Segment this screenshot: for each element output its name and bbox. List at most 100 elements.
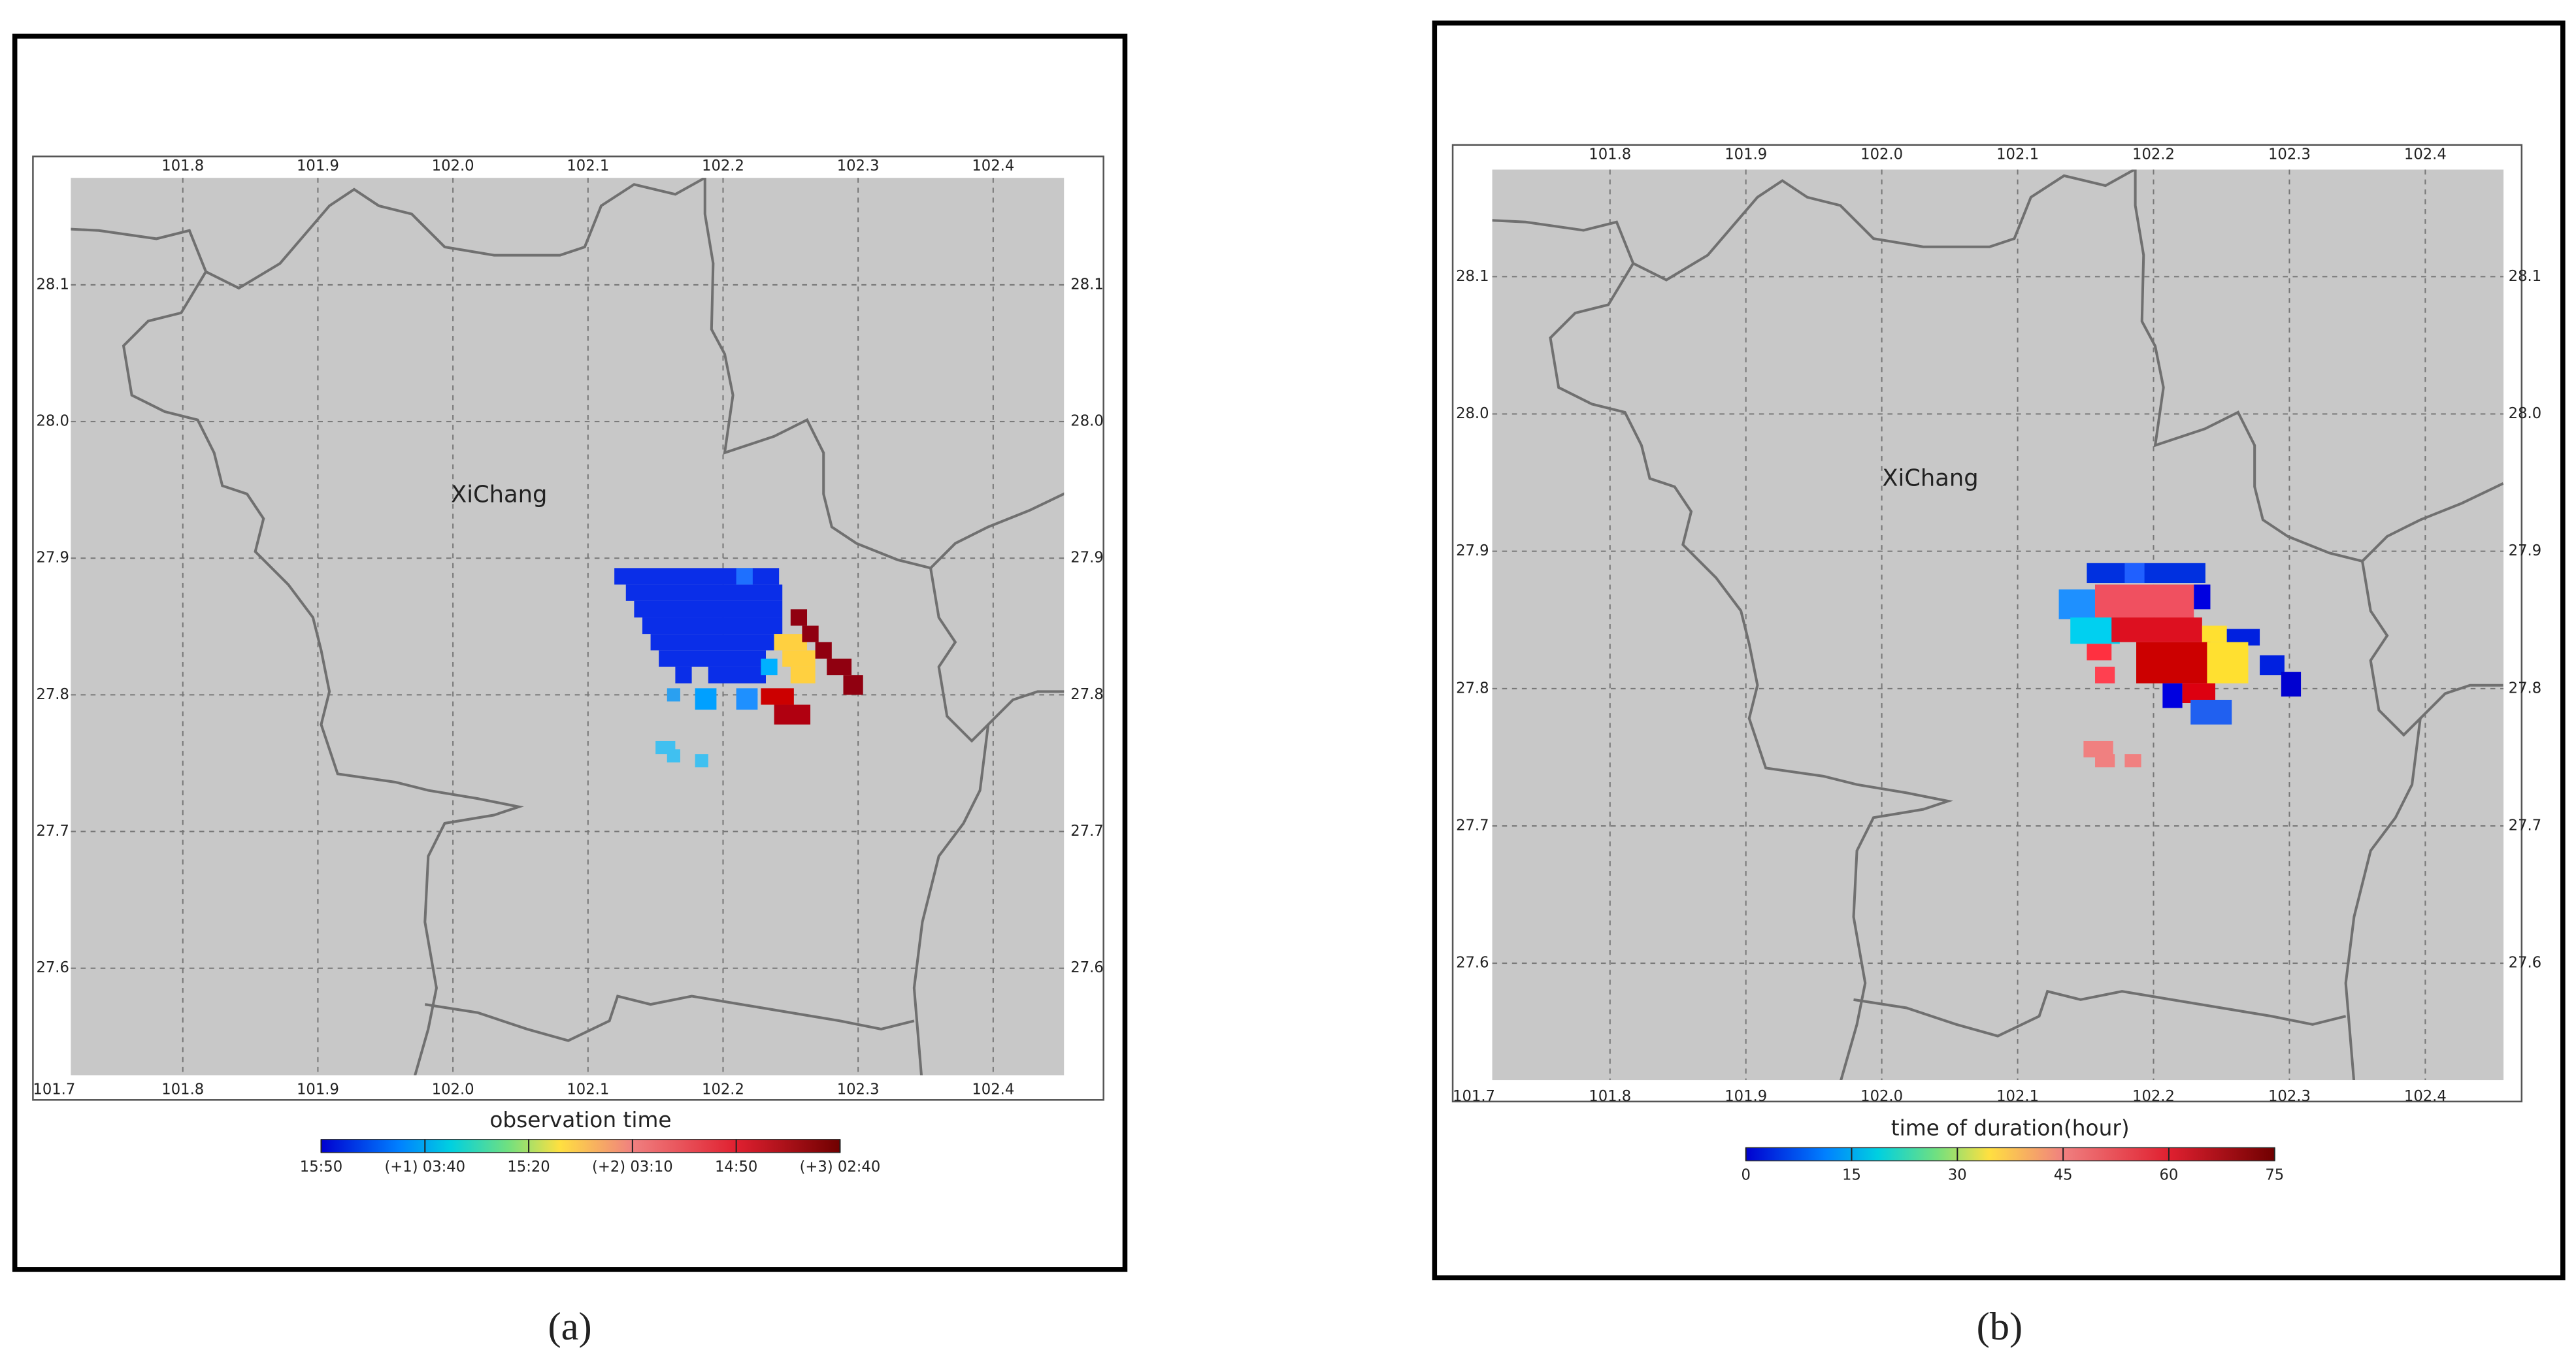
lon-label: 102.3 <box>837 157 880 174</box>
lon-label: 101.9 <box>1725 1088 1767 1105</box>
lon-label: 101.8 <box>1589 146 1631 163</box>
lat-label: 27.7 <box>2509 817 2541 834</box>
lon-label: 102.0 <box>432 157 474 174</box>
map-area <box>1492 169 2504 1081</box>
colorbar-label: 0 <box>1741 1167 1750 1184</box>
grid-cell <box>659 650 767 667</box>
grid-cell <box>625 584 783 601</box>
grid-cell <box>790 609 808 626</box>
lon-label: 102.1 <box>567 157 609 174</box>
grid-cell <box>2281 672 2302 697</box>
panel-label: (a) <box>548 1305 592 1349</box>
grid-cell <box>736 568 753 585</box>
lat-label: 27.6 <box>36 959 69 976</box>
grid-cell <box>708 666 767 683</box>
lat-label: 27.9 <box>36 550 69 567</box>
lon-label: 102.4 <box>2404 146 2447 163</box>
boundary <box>1853 989 2347 1038</box>
lon-label: 101.8 <box>161 157 204 174</box>
colorbar <box>320 1139 841 1153</box>
boundary <box>912 724 990 1076</box>
lon-label: 102.3 <box>2268 146 2311 163</box>
boundary <box>1549 263 1953 1081</box>
lon-label: 101.8 <box>161 1081 204 1098</box>
map-content <box>71 178 1065 1076</box>
grid-cell <box>843 675 863 695</box>
lon-label: 101.9 <box>297 1081 339 1098</box>
map-content <box>1492 169 2504 1081</box>
lat-label: 27.6 <box>1070 959 1103 976</box>
lon-label: 102.0 <box>432 1081 474 1098</box>
lon-label: 102.2 <box>702 157 744 174</box>
grid-cell <box>2087 563 2205 584</box>
lon-label: 102.2 <box>2132 1088 2175 1105</box>
lat-label: 28.1 <box>1456 268 1489 285</box>
grid-cell <box>2190 699 2232 725</box>
lat-label: 27.7 <box>1456 817 1489 834</box>
lon-label: 102.3 <box>2268 1088 2311 1105</box>
lon-label: 102.1 <box>1996 1088 2039 1105</box>
lon-label: 102.1 <box>1996 146 2039 163</box>
grid-cell <box>675 666 692 683</box>
grid-cell <box>761 688 794 705</box>
map-panel: 101.8 101.9 102.0 102.1 102.2 102.3 102.4 101.7… <box>12 33 1128 1272</box>
lat-label: 27.9 <box>1070 550 1103 567</box>
panel-label: (b) <box>1977 1305 2023 1349</box>
place-label: XiChang <box>451 481 547 508</box>
colorbar-label: 45 <box>2054 1167 2073 1184</box>
grid-cell <box>2058 589 2096 619</box>
grid-cell <box>736 688 758 710</box>
colorbar-label: (+2) 03:10 <box>592 1159 673 1176</box>
grid-cell <box>2136 642 2211 683</box>
grid-cell <box>774 634 808 651</box>
colorbar-label: (+3) 02:40 <box>800 1159 881 1176</box>
grid-cell <box>802 625 819 642</box>
grid-cell <box>2087 644 2112 661</box>
grid-cell <box>2124 754 2141 768</box>
boundary <box>1492 169 2504 563</box>
colorbar-label: 75 <box>2265 1167 2284 1184</box>
lat-label: 28.0 <box>36 413 69 430</box>
place-label: XiChang <box>1882 465 1978 491</box>
grid-cell <box>642 617 783 634</box>
grid-cell <box>2124 563 2145 584</box>
grid-cell <box>695 688 717 710</box>
lat-label: 27.8 <box>2509 680 2541 697</box>
boundary <box>122 271 524 1076</box>
lat-label: 28.0 <box>2509 405 2541 422</box>
grid-cell <box>667 749 680 763</box>
lon-label: 101.7 <box>33 1081 75 1098</box>
lon-label: 101.9 <box>1725 146 1767 163</box>
lon-label: 101.7 <box>1453 1088 1495 1105</box>
grid-cell <box>695 754 708 768</box>
colorbar-label: 15:20 <box>507 1159 550 1176</box>
lat-label: 28.1 <box>36 276 69 293</box>
colorbar-label: 60 <box>2160 1167 2179 1184</box>
colorbar-label: 30 <box>1948 1167 1967 1184</box>
map-panel: 101.8 101.9 102.0 102.1 102.2 102.3 102.4 101.7… <box>1432 20 2566 1281</box>
colorbar-title: observation time <box>489 1108 671 1132</box>
grid-cell <box>2111 617 2202 642</box>
colorbar <box>1745 1147 2275 1162</box>
boundary <box>424 995 915 1042</box>
grid-cell <box>790 666 816 683</box>
lat-label: 27.6 <box>1456 955 1489 972</box>
grid-cell <box>650 634 774 651</box>
colorbar-label: 14:50 <box>715 1159 757 1176</box>
boundary <box>2344 718 2422 1081</box>
boundary <box>929 568 1065 743</box>
lon-label: 102.2 <box>2132 146 2175 163</box>
boundary <box>2361 561 2503 737</box>
lat-label: 27.9 <box>1456 542 1489 559</box>
lat-label: 27.8 <box>1456 680 1489 697</box>
lat-label: 27.7 <box>1070 823 1103 840</box>
colorbar-label: (+1) 03:40 <box>384 1159 465 1176</box>
lon-label: 101.8 <box>1589 1088 1631 1105</box>
grid-cell <box>2095 666 2115 683</box>
grid-cell <box>761 658 778 676</box>
lat-label: 27.6 <box>2509 955 2541 972</box>
lon-label: 102.4 <box>972 1081 1014 1098</box>
lat-label: 28.0 <box>1456 405 1489 422</box>
colorbar-title: time of duration(hour) <box>1891 1116 2130 1141</box>
lat-label: 27.8 <box>36 686 69 703</box>
